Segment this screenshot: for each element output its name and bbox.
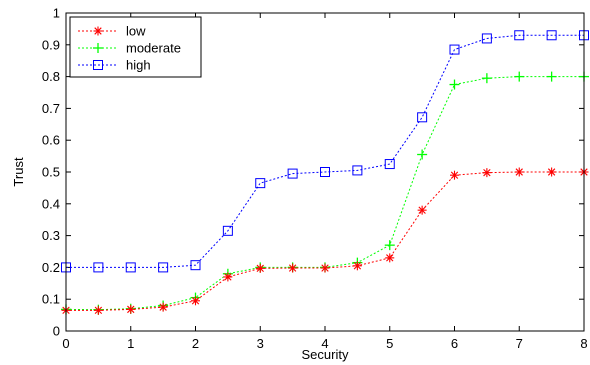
legend-label-high: high: [126, 58, 151, 73]
data-point-high: [222, 225, 233, 236]
data-point-low: [482, 168, 492, 178]
data-point-low: [126, 304, 136, 314]
y-tick-label: 0: [53, 324, 60, 339]
legend-marker-low: [93, 26, 103, 36]
y-tick-label: 0.9: [42, 37, 60, 52]
legend-entry-low: low: [78, 24, 146, 39]
legend-box: [69, 16, 202, 78]
y-tick-label: 0.5: [42, 165, 60, 180]
data-point-low: [255, 263, 265, 273]
data-point-high: [93, 262, 104, 273]
data-point-moderate: [514, 71, 525, 82]
y-tick-label: 0.2: [42, 260, 60, 275]
data-point-high: [546, 30, 557, 41]
y-tick-label: 0.1: [42, 292, 60, 307]
legend-marker-moderate: [93, 43, 103, 53]
data-point-high: [190, 260, 201, 271]
x-tick-label: 8: [580, 336, 587, 351]
data-point-low: [158, 302, 168, 312]
y-tick-label: 0.4: [42, 196, 60, 211]
data-point-high: [449, 44, 460, 55]
x-tick-label: 7: [516, 336, 523, 351]
data-point-low: [191, 296, 200, 306]
y-tick-label: 1: [53, 6, 60, 21]
data-point-low: [320, 263, 330, 273]
x-tick-label: 6: [451, 336, 458, 351]
data-point-moderate: [417, 149, 428, 160]
y-tick-label: 0.3: [42, 228, 60, 243]
data-point-high: [287, 168, 298, 179]
data-point-high: [384, 159, 395, 170]
data-point-high: [125, 262, 136, 273]
plot-frame: [65, 12, 585, 332]
legend-label-low: low: [126, 24, 146, 39]
x-tick-label: 0: [62, 336, 69, 351]
data-point-low: [417, 205, 427, 215]
legend-label-moderate: moderate: [126, 41, 181, 56]
x-tick-label: 1: [127, 336, 134, 351]
data-point-low: [93, 305, 103, 315]
data-point-high: [352, 165, 363, 176]
x-tick-label: 5: [386, 336, 393, 351]
data-point-low: [288, 263, 298, 273]
legend-entry-high: high: [78, 58, 151, 73]
series-moderate: [61, 71, 589, 315]
data-point-low: [385, 253, 395, 263]
data-point-low: [223, 272, 233, 282]
x-tick-label: 3: [257, 336, 264, 351]
series-line-low: [66, 171, 584, 311]
data-point-high: [320, 167, 330, 177]
data-point-low: [547, 167, 557, 177]
data-point-moderate: [449, 79, 460, 90]
data-point-low: [352, 261, 362, 271]
y-tick-label: 0.6: [42, 133, 60, 148]
tick-labels: 0 1 2 3 4 5 6 7 8 0 0.1 0.2 0.3 0.4 0.5 0.6 0.7 0.8 0.9 1: [42, 6, 588, 352]
y-tick-label: 0.7: [42, 101, 60, 116]
series-line-moderate: [65, 76, 584, 311]
x-tick-label: 2: [192, 336, 199, 351]
y-tick-label: 0.8: [42, 69, 60, 84]
series-layer: [61, 30, 589, 315]
data-point-moderate: [384, 240, 395, 251]
data-point-low: [450, 170, 459, 180]
y-axis-label: Trust: [11, 157, 26, 187]
data-point-low: [514, 167, 524, 177]
legend-entry-moderate: moderate: [78, 41, 181, 56]
series-high: [61, 30, 589, 273]
x-tick-label: 4: [321, 336, 328, 351]
data-point-moderate: [481, 73, 492, 84]
data-point-high: [255, 178, 266, 189]
x-axis-label: Security: [302, 347, 349, 362]
series-line-high: [66, 34, 584, 268]
data-point-high: [158, 262, 169, 273]
series-low: [61, 167, 589, 315]
legend-marker-high: [93, 60, 103, 70]
data-point-high: [481, 33, 492, 44]
data-point-high: [417, 112, 428, 123]
data-point-high: [514, 30, 525, 41]
data-point-moderate: [546, 71, 557, 82]
legend: low moderate high: [69, 16, 202, 78]
